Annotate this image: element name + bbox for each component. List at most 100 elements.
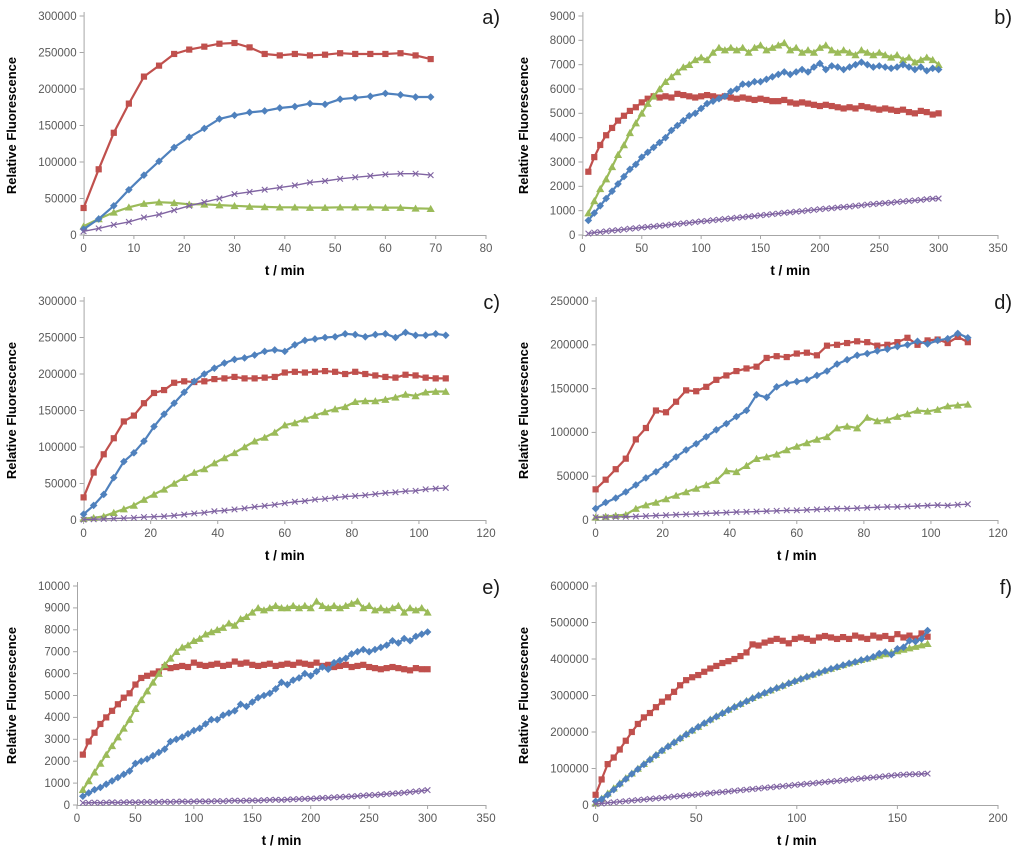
red-squares-marker bbox=[418, 666, 425, 673]
y-tick-label: 1000 bbox=[550, 205, 576, 217]
red-squares-marker bbox=[622, 455, 629, 462]
panel-label: c) bbox=[483, 292, 500, 314]
green-triangles-marker bbox=[934, 60, 943, 68]
red-squares-marker bbox=[352, 368, 359, 375]
green-triangles-marker bbox=[720, 46, 729, 54]
blue-diamonds-marker bbox=[670, 738, 678, 747]
purple-crosses-marker bbox=[882, 199, 889, 207]
blue-diamonds-marker bbox=[250, 351, 259, 359]
red-squares-marker bbox=[249, 661, 256, 668]
red-squares-marker bbox=[313, 659, 320, 666]
green-triangles-marker bbox=[679, 63, 688, 71]
blue-diamonds-marker bbox=[394, 639, 403, 647]
red-squares-marker bbox=[918, 630, 925, 637]
blue-diamonds-marker bbox=[207, 715, 216, 724]
blue-diamonds-marker bbox=[131, 759, 140, 768]
purple-crosses-marker bbox=[130, 514, 138, 521]
red-squares-marker bbox=[372, 372, 379, 379]
series-blue-diamonds-line bbox=[82, 331, 447, 516]
blue-diamonds-marker bbox=[732, 85, 741, 93]
blue-diamonds-marker bbox=[905, 63, 913, 71]
red-squares-marker bbox=[243, 659, 250, 666]
blue-diamonds-marker bbox=[240, 354, 249, 362]
purple-crosses-marker bbox=[90, 516, 97, 523]
red-squares-marker bbox=[591, 154, 598, 161]
red-squares-marker bbox=[196, 661, 203, 668]
green-triangles-marker bbox=[815, 43, 824, 51]
panel-label: f) bbox=[1000, 577, 1012, 599]
y-tick-label: 5000 bbox=[550, 108, 576, 120]
red-squares-marker bbox=[852, 105, 859, 112]
red-squares-marker bbox=[278, 661, 285, 668]
red-squares-marker bbox=[291, 50, 298, 58]
purple-crosses-marker bbox=[401, 789, 408, 796]
red-squares-marker bbox=[917, 107, 924, 114]
purple-crosses-marker bbox=[289, 796, 297, 803]
purple-crosses-marker bbox=[840, 203, 847, 211]
blue-diamonds-marker bbox=[351, 93, 360, 102]
green-triangles-marker bbox=[637, 109, 646, 117]
chart-panel-e: 0 1000 2000 3000 4000 5000 6000 7000 8000 9000 100… bbox=[0, 570, 512, 855]
red-squares-marker bbox=[97, 720, 104, 728]
blue-diamonds-marker bbox=[90, 785, 99, 794]
purple-crosses-marker bbox=[138, 798, 145, 806]
green-triangles-marker bbox=[230, 621, 239, 629]
red-squares-marker bbox=[246, 44, 253, 51]
green-triangles-marker bbox=[590, 197, 599, 205]
green-triangles-marker bbox=[148, 678, 158, 686]
blue-diamonds-marker bbox=[762, 393, 771, 402]
green-triangles-marker bbox=[143, 687, 152, 695]
blue-diamonds-marker bbox=[780, 68, 789, 76]
purple-crosses-marker bbox=[155, 798, 162, 806]
blue-diamonds-marker bbox=[768, 73, 777, 81]
purple-crosses-marker bbox=[924, 770, 931, 777]
blue-diamonds-marker bbox=[260, 347, 269, 356]
blue-diamonds-marker bbox=[120, 457, 128, 466]
purple-crosses-marker bbox=[331, 494, 339, 501]
red-squares-marker bbox=[412, 52, 419, 59]
purple-crosses-marker bbox=[846, 203, 853, 210]
green-triangles-marker bbox=[792, 43, 801, 51]
red-squares-marker bbox=[816, 102, 823, 110]
y-tick-label: 500000 bbox=[550, 617, 588, 629]
x-tick-label: 0 bbox=[74, 813, 80, 825]
green-triangles-marker bbox=[873, 417, 882, 425]
purple-crosses-marker bbox=[330, 794, 338, 801]
purple-crosses-marker bbox=[602, 228, 610, 235]
series-blue-diamonds bbox=[591, 626, 932, 806]
red-squares-marker bbox=[603, 132, 610, 139]
purple-crosses-marker bbox=[91, 799, 98, 806]
blue-diamonds-marker bbox=[843, 355, 851, 364]
purple-crosses-marker bbox=[884, 503, 891, 511]
axes bbox=[79, 297, 487, 524]
green-triangles-marker bbox=[875, 48, 884, 56]
green-triangles-marker bbox=[905, 644, 914, 652]
x-tick-label: 50 bbox=[690, 813, 703, 825]
blue-diamonds-marker bbox=[803, 376, 811, 384]
blue-diamonds-marker bbox=[330, 658, 338, 667]
red-squares-marker bbox=[442, 375, 449, 382]
blue-diamonds-marker bbox=[727, 87, 735, 96]
red-squares-marker bbox=[231, 658, 238, 665]
red-squares-marker bbox=[763, 354, 770, 362]
green-triangles-marker bbox=[863, 48, 872, 56]
red-squares-marker bbox=[311, 368, 319, 375]
green-triangles-marker bbox=[803, 46, 813, 54]
green-triangles-marker bbox=[786, 46, 795, 54]
blue-diamonds-marker bbox=[321, 333, 329, 342]
blue-diamonds-marker bbox=[195, 724, 204, 733]
blue-diamonds-marker bbox=[99, 490, 108, 499]
blue-diamonds-marker bbox=[102, 780, 111, 788]
y-tick-label: 9000 bbox=[550, 11, 576, 23]
y-tick-label: 2000 bbox=[550, 181, 576, 193]
blue-diamonds-marker bbox=[172, 735, 181, 744]
purple-crosses-marker bbox=[809, 780, 817, 787]
axes bbox=[578, 12, 999, 239]
red-squares-marker bbox=[321, 367, 329, 375]
green-triangles-marker bbox=[923, 639, 932, 647]
green-triangles-marker bbox=[722, 467, 731, 475]
blue-diamonds-marker bbox=[295, 674, 303, 682]
purple-crosses-marker bbox=[319, 794, 326, 802]
purple-crosses-marker bbox=[628, 797, 636, 804]
